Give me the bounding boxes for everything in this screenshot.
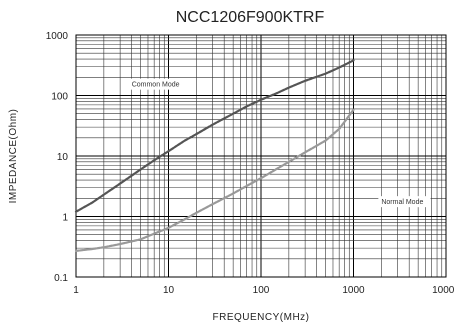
series-annotations: Common Mode Normal Mode	[128, 78, 431, 208]
chart-title: NCC1206F900KTRF	[176, 9, 325, 26]
x-tick-label: 10	[163, 285, 175, 296]
series-annotation: Common Mode	[132, 82, 180, 89]
y-tick-label: 100	[51, 92, 68, 103]
x-tick-label: 1	[73, 285, 79, 296]
series-annotation: Normal Mode	[381, 199, 423, 206]
x-tick-label: 1000	[342, 285, 365, 296]
y-tick-label: 10	[57, 152, 69, 163]
y-tick-labels: 0.1 1 10 100 1000	[46, 31, 69, 284]
y-tick-label: 1000	[46, 31, 69, 42]
annotation-bg	[128, 78, 181, 90]
series-lines	[74, 59, 355, 252]
annotation-bg	[378, 196, 431, 208]
x-tick-label: 100	[253, 285, 270, 296]
y-tick-label: 0.1	[54, 273, 68, 284]
x-axis-label: FREQUENCY(MHz)	[213, 312, 310, 323]
series-line	[74, 59, 355, 213]
y-tick-label: 1	[62, 213, 68, 224]
y-axis-label: IMPEDANCE(Ohm)	[8, 109, 19, 204]
series-line	[74, 108, 355, 252]
plot-frame	[75, 34, 447, 278]
